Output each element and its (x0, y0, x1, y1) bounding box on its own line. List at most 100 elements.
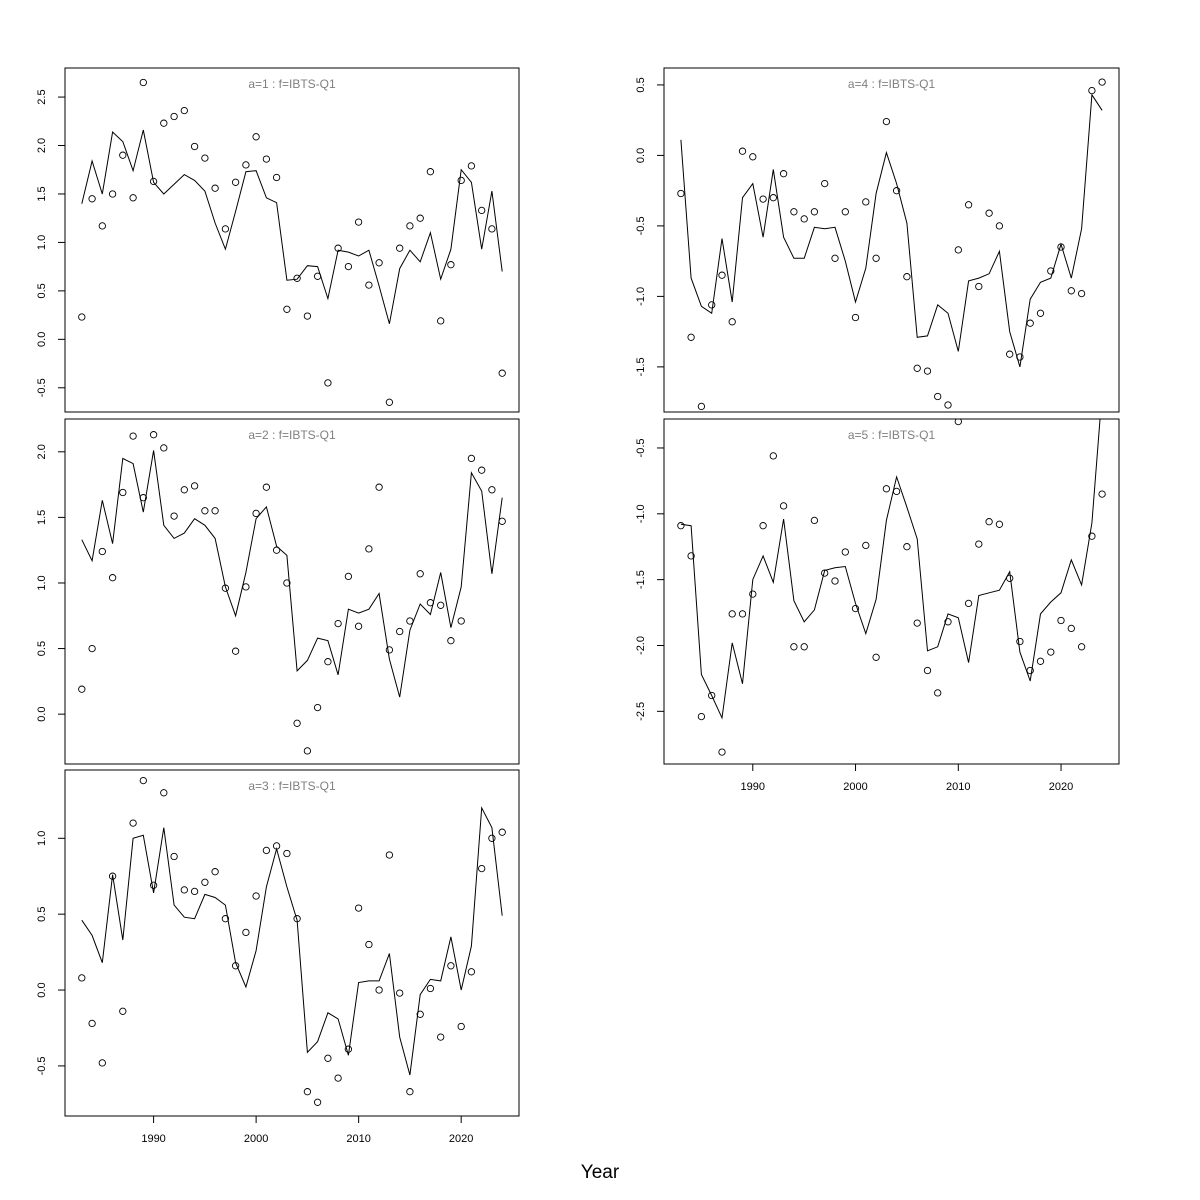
observed-point (201, 507, 209, 515)
observed-point (467, 454, 476, 463)
fitted-line (81, 129, 503, 324)
data-area (677, 78, 1106, 411)
x-axis-label: Year (581, 1162, 620, 1183)
observed-point (995, 222, 1004, 230)
observed-point (170, 512, 178, 520)
y-tick-label: -0.5 (635, 216, 647, 235)
x-axis: 1990 2000 2010 2020 (741, 764, 1073, 793)
observed-point (437, 317, 445, 325)
observed-point (365, 545, 373, 553)
y-tick-label: 1.0 (36, 831, 48, 846)
observed-point (964, 599, 973, 608)
observed-point (88, 644, 96, 653)
observed-point (1026, 319, 1034, 327)
observed-point (221, 584, 230, 592)
observed-point (396, 989, 404, 997)
observed-point (488, 486, 496, 494)
observed-point (252, 509, 260, 518)
observed-point (201, 154, 209, 162)
observed-point (272, 546, 281, 554)
observed-point (1047, 267, 1055, 275)
observed-point (821, 179, 829, 188)
observed-point (810, 516, 819, 525)
observed-point (365, 940, 373, 949)
observed-point (375, 259, 383, 267)
observed-point (324, 379, 332, 387)
x-tick-label: 2000 (244, 1133, 268, 1145)
observed-point (406, 1088, 414, 1096)
observed-point (995, 520, 1004, 528)
observed-point (1006, 350, 1014, 358)
observed-point (677, 189, 685, 198)
observed-point (800, 643, 808, 651)
data-area (78, 78, 506, 406)
observed-point (728, 318, 736, 326)
observed-point (416, 1010, 424, 1018)
observed-point (498, 369, 506, 377)
observed-point (934, 689, 942, 697)
y-tick-label: 1.0 (36, 575, 48, 590)
observed-point (190, 142, 199, 151)
x-tick-label: 2010 (346, 1133, 370, 1145)
observed-point (985, 209, 993, 217)
observed-point (272, 842, 281, 850)
observed-point (851, 604, 860, 613)
observed-point (426, 168, 435, 176)
observed-point (262, 155, 271, 163)
observed-point (1077, 289, 1086, 298)
y-tick-label: 0.5 (36, 283, 48, 298)
observed-point (324, 658, 332, 666)
observed-point (437, 601, 445, 609)
plot-frame (64, 418, 520, 765)
y-tick-label: -2.0 (635, 636, 647, 655)
observed-point (170, 852, 178, 861)
observed-point (944, 401, 952, 409)
observed-point (457, 176, 465, 185)
observed-point (457, 1022, 465, 1031)
observed-point (242, 928, 250, 937)
observed-point (385, 398, 394, 406)
observed-point (78, 685, 86, 693)
observed-point (1088, 86, 1096, 95)
observed-point (98, 1059, 106, 1067)
observed-point (139, 494, 147, 502)
observed-point (759, 195, 767, 203)
observed-point (354, 904, 363, 912)
observed-point (1016, 353, 1024, 361)
observed-point (862, 198, 870, 206)
observed-point (913, 619, 921, 627)
y-tick-label: 2.0 (36, 444, 48, 459)
observed-point (457, 617, 465, 625)
y-axis: -2.5 -2.0 -1.5 -1.0 -0.5 (635, 438, 664, 721)
observed-point (964, 201, 973, 209)
observed-point (738, 147, 747, 155)
observed-point (129, 819, 137, 827)
observed-point (841, 208, 849, 216)
observed-point (831, 577, 839, 585)
observed-point (416, 214, 424, 222)
panel-title: a=3 : f=IBTS-Q1 (248, 779, 336, 793)
observed-point (365, 281, 373, 289)
observed-point (119, 151, 127, 159)
observed-point (201, 878, 209, 886)
observed-point (447, 637, 455, 645)
observed-point (221, 225, 230, 233)
observed-point (354, 218, 363, 226)
observed-point (759, 522, 767, 530)
observed-point (934, 392, 942, 401)
observed-point (160, 119, 168, 127)
observed-point (211, 507, 219, 515)
observed-point (231, 178, 240, 186)
observed-point (262, 846, 271, 855)
observed-point (677, 522, 685, 530)
observed-point (180, 886, 188, 894)
observed-point (718, 748, 726, 756)
observed-point (1057, 243, 1065, 251)
observed-point (98, 547, 106, 556)
observed-point (293, 719, 301, 727)
observed-point (221, 915, 230, 923)
observed-point (1036, 657, 1045, 665)
observed-point (923, 666, 932, 675)
data-area (78, 431, 506, 755)
observed-point (913, 364, 921, 372)
